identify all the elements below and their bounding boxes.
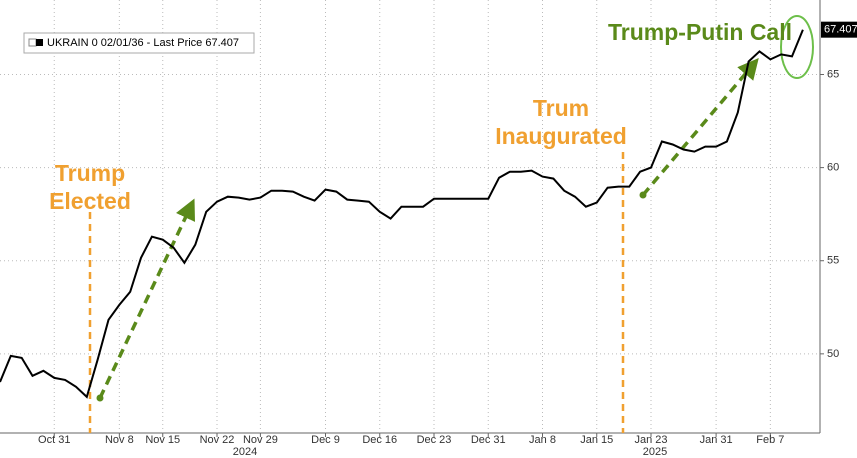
x-tick-label: Jan 31 — [700, 434, 733, 446]
legend-swatch — [36, 39, 43, 46]
arrow-start — [639, 191, 647, 199]
annotation: Trump-Putin Call — [608, 19, 792, 45]
x-tick-label: Jan 15 — [580, 434, 613, 446]
annotation: Trum — [533, 95, 589, 121]
x-tick-label: Nov 22 — [200, 434, 235, 446]
x-tick-label: Dec 31 — [471, 434, 506, 446]
annotation: Trump — [55, 160, 125, 186]
legend-box — [23, 32, 255, 54]
x-tick-label: Nov 8 — [105, 434, 134, 446]
x-tick-label: Feb 7 — [756, 434, 784, 446]
x-tick-label: Nov 29 — [243, 434, 278, 446]
annotation: Elected — [49, 188, 131, 214]
price-line — [0, 29, 804, 399]
highlight-circle — [780, 15, 814, 79]
x-tick-label: Jan 23 — [634, 434, 667, 446]
last-price-tag — [821, 21, 857, 38]
trend-arrow — [98, 198, 195, 399]
year-label: 2025 — [643, 446, 667, 458]
x-tick-label: Dec 16 — [362, 434, 397, 446]
legend: UKRAIN 0 02/01/36 - Last Price 67.407 — [23, 32, 255, 54]
x-tick-label: Dec 23 — [417, 434, 452, 446]
x-tick-label: Dec 9 — [311, 434, 340, 446]
last-price-label: 67.407 — [824, 24, 857, 36]
x-tick-label: Jan 8 — [529, 434, 556, 446]
arrow-start — [96, 394, 104, 402]
legend-label: UKRAIN 0 02/01/36 - Last Price 67.407 — [47, 37, 239, 49]
y-tick-label: 65 — [827, 68, 839, 80]
x-tick-label: Nov 15 — [145, 434, 180, 446]
year-label: 2024 — [233, 446, 257, 458]
y-tick-label: 60 — [827, 162, 839, 174]
annotation: Inaugurated — [495, 123, 627, 149]
y-tick-label: 55 — [827, 255, 839, 267]
y-tick-label: 50 — [827, 348, 839, 360]
x-tick-label: Oct 31 — [38, 434, 70, 446]
trend-arrow — [641, 57, 759, 197]
